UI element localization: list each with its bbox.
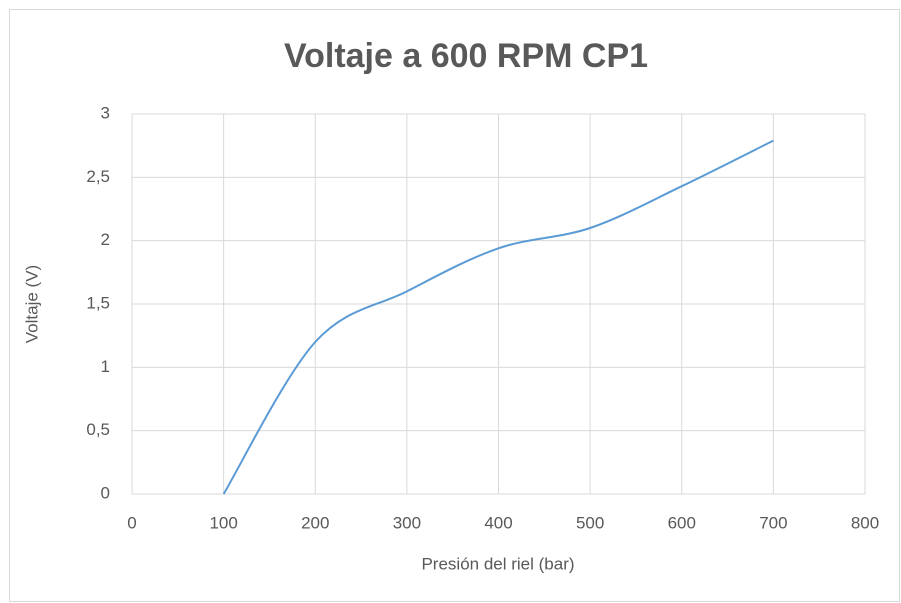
x-tick-label: 700 (759, 513, 787, 532)
chart-border (9, 9, 900, 602)
y-tick-label: 0 (101, 483, 110, 502)
x-tick-label: 200 (301, 513, 329, 532)
x-tick-label: 300 (393, 513, 421, 532)
x-tick-label: 800 (851, 513, 879, 532)
y-tick-label: 1 (101, 357, 110, 376)
x-tick-label: 0 (127, 513, 136, 532)
y-tick-label: 0,5 (86, 420, 110, 439)
x-axis-label: Presión del riel (bar) (421, 554, 574, 573)
y-tick-label: 2,5 (86, 167, 110, 186)
y-tick-label: 1,5 (86, 293, 110, 312)
x-tick-label: 400 (484, 513, 512, 532)
data-line (222, 139, 774, 495)
x-tick-label: 500 (576, 513, 604, 532)
x-tick-label: 100 (209, 513, 237, 532)
y-tick-label: 3 (101, 103, 110, 122)
y-axis-label: Voltaje (V) (22, 265, 41, 343)
x-tick-label: 600 (668, 513, 696, 532)
chart-title: Voltaje a 600 RPM CP1 (284, 37, 648, 75)
y-tick-label: 2 (101, 230, 110, 249)
